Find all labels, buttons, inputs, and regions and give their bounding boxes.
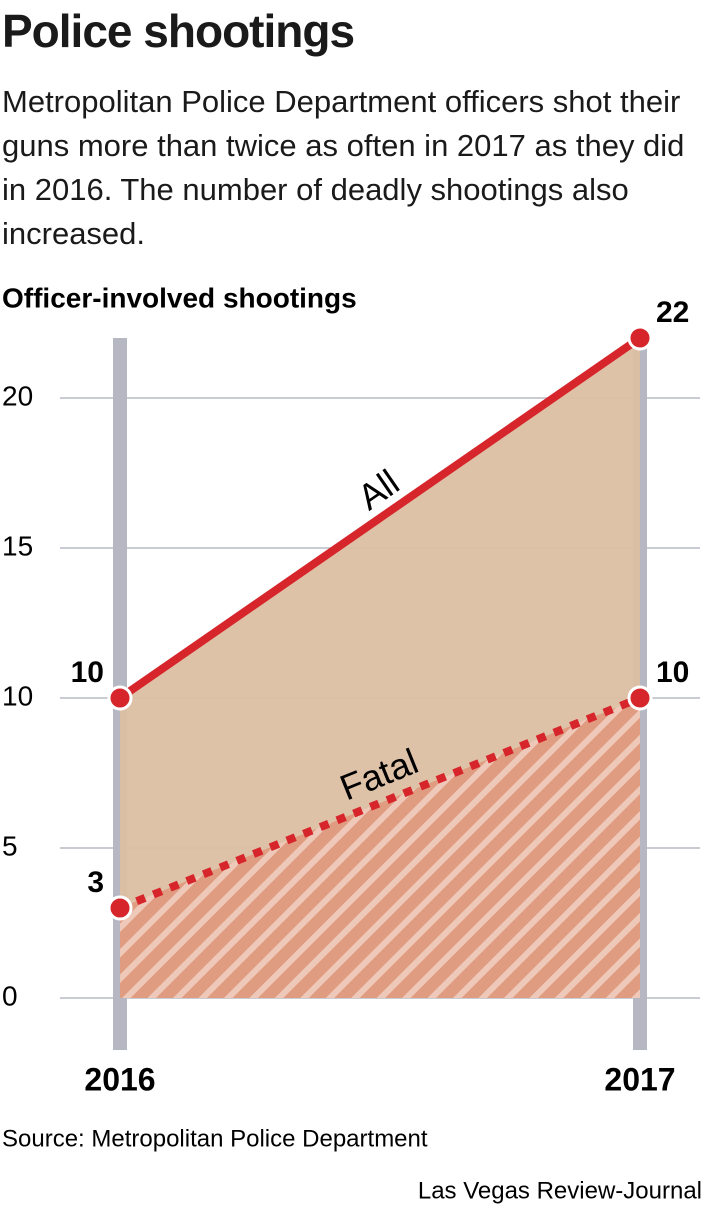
value-label: 22	[656, 296, 689, 329]
y-tick-label: 10	[2, 680, 33, 711]
chart-title: Police shootings	[2, 5, 355, 57]
source: Source: Metropolitan Police Department	[2, 1125, 428, 1152]
value-label: 10	[656, 656, 689, 689]
point	[627, 685, 653, 711]
line	[117, 334, 643, 702]
y-tick-label: 0	[2, 980, 18, 1011]
line	[118, 694, 642, 912]
y-tick-label: 20	[2, 380, 33, 411]
y-tick-label: 15	[2, 530, 33, 561]
chart-subtitle: Metropolitan Police Department officers …	[2, 84, 685, 251]
x-tick-label: 2017	[604, 1061, 675, 1097]
credit: Las Vegas Review-Journal	[418, 1177, 702, 1204]
point	[107, 895, 133, 921]
point	[627, 325, 653, 351]
value-label: 10	[71, 656, 104, 689]
y-tick-label: 5	[2, 830, 18, 861]
value-label: 3	[87, 866, 104, 899]
point	[107, 685, 133, 711]
y-axis-label: Officer-involved shootings	[2, 282, 357, 313]
x-tick-label: 2016	[84, 1061, 155, 1097]
area-hatch	[120, 698, 640, 998]
